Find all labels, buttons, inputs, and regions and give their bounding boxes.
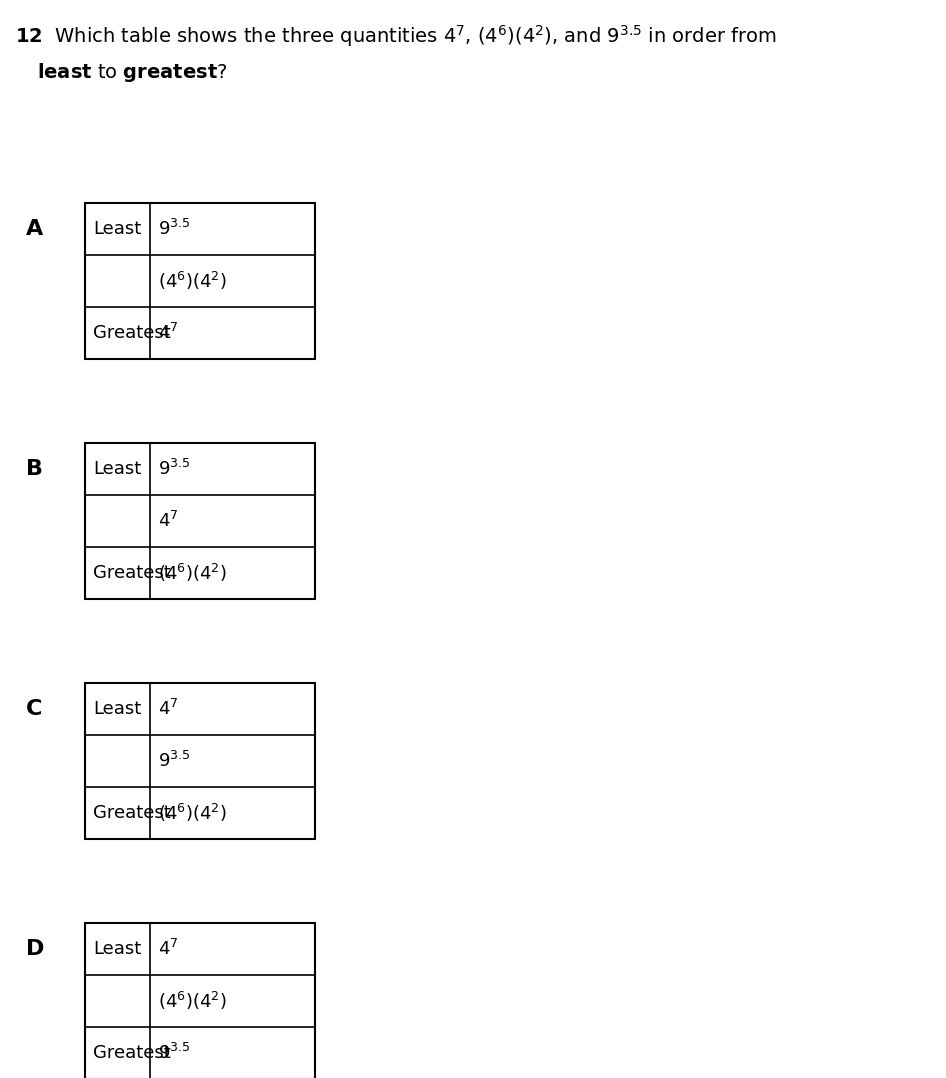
Text: $(4^6)(4^2)$: $(4^6)(4^2)$: [158, 802, 227, 824]
Text: Greatest: Greatest: [93, 804, 170, 823]
Bar: [85, 203, 315, 359]
Text: $(4^6)(4^2)$: $(4^6)(4^2)$: [158, 562, 227, 584]
Text: $(4^6)(4^2)$: $(4^6)(4^2)$: [158, 270, 227, 292]
Text: Least: Least: [93, 460, 141, 478]
Text: Least: Least: [93, 220, 141, 238]
Text: $9^{3.5}$: $9^{3.5}$: [158, 1042, 190, 1063]
Text: $9^{3.5}$: $9^{3.5}$: [158, 219, 190, 239]
Text: $\bf{C}$: $\bf{C}$: [25, 699, 42, 719]
Text: $4^7$: $4^7$: [158, 323, 179, 343]
Text: Greatest: Greatest: [93, 324, 170, 342]
Text: $9^{3.5}$: $9^{3.5}$: [158, 751, 190, 771]
Bar: [85, 683, 315, 839]
Text: $\bf{12}$  Which table shows the three quantities $4^7$, $(4^6)(4^2)$, and $9^{3: $\bf{12}$ Which table shows the three qu…: [15, 23, 777, 49]
Text: $\bf{A}$: $\bf{A}$: [25, 219, 44, 239]
Text: Least: Least: [93, 940, 141, 958]
Text: $\bf{B}$: $\bf{B}$: [25, 459, 43, 479]
Text: $4^7$: $4^7$: [158, 511, 179, 531]
Text: $\bf{D}$: $\bf{D}$: [25, 939, 44, 959]
Text: $\bf{least}$ to $\bf{greatest}$?: $\bf{least}$ to $\bf{greatest}$?: [37, 61, 227, 84]
Bar: [85, 923, 315, 1078]
Text: $9^{3.5}$: $9^{3.5}$: [158, 459, 190, 479]
Bar: [85, 443, 315, 599]
Text: Greatest: Greatest: [93, 1044, 170, 1062]
Text: Least: Least: [93, 700, 141, 718]
Text: $4^7$: $4^7$: [158, 939, 179, 959]
Text: $4^7$: $4^7$: [158, 699, 179, 719]
Text: $(4^6)(4^2)$: $(4^6)(4^2)$: [158, 990, 227, 1012]
Text: Greatest: Greatest: [93, 564, 170, 582]
